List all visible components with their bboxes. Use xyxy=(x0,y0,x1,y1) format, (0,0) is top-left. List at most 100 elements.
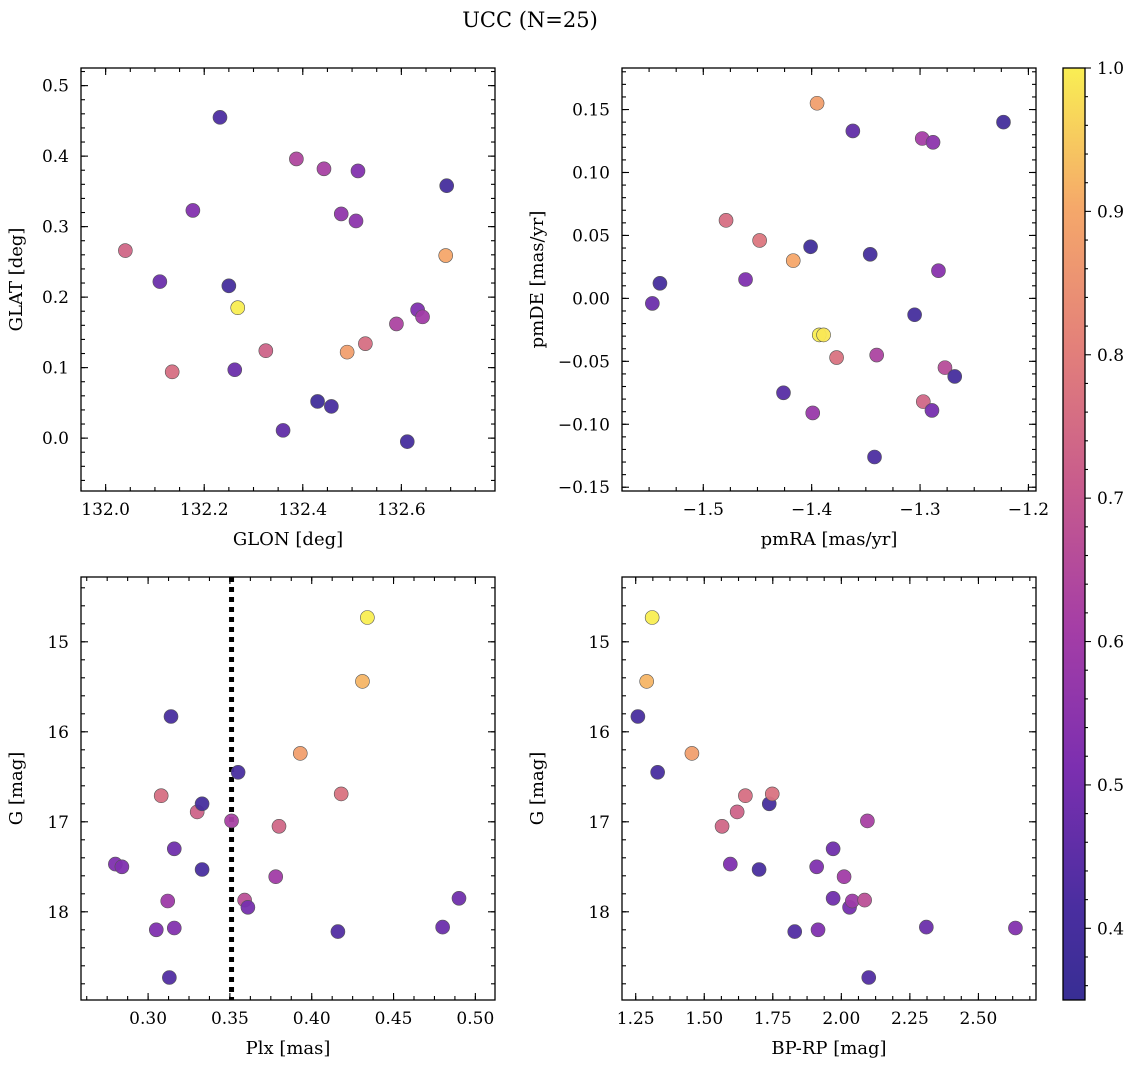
data-point xyxy=(645,296,660,311)
plot-frame xyxy=(621,576,1037,1001)
data-point xyxy=(825,841,841,857)
data-point xyxy=(166,920,182,936)
data-point xyxy=(333,786,349,802)
data-point xyxy=(451,890,467,906)
y-tick-label: 0.15 xyxy=(572,101,610,121)
x-tick-label: 0.35 xyxy=(211,1009,249,1029)
y-axis-label: pmDE [mas/yr] xyxy=(527,211,548,349)
colorbar-tick-label: 1.0 xyxy=(1097,59,1124,79)
points xyxy=(645,95,1011,465)
y-tick-label: 17 xyxy=(47,813,69,833)
data-point xyxy=(163,709,179,724)
colorbar-tick-label: 0.4 xyxy=(1097,919,1124,939)
data-point xyxy=(845,123,861,139)
data-point xyxy=(164,364,180,380)
data-point xyxy=(639,674,654,689)
x-axis-label: GLON [deg] xyxy=(233,529,343,550)
data-point xyxy=(166,841,182,857)
data-point xyxy=(738,272,753,287)
colorbar-tick-label: 0.9 xyxy=(1097,202,1124,222)
data-point xyxy=(684,746,700,761)
data-point xyxy=(438,248,454,263)
data-point xyxy=(360,610,375,625)
data-point xyxy=(809,859,824,875)
colorbar-tick-label: 0.8 xyxy=(1097,346,1124,366)
data-point xyxy=(630,709,646,724)
y-tick-label: 18 xyxy=(588,903,610,923)
data-point xyxy=(924,403,940,418)
data-point xyxy=(805,405,821,421)
data-point xyxy=(194,796,210,812)
data-point xyxy=(221,278,237,294)
subplot-3: 0.30 0.35 0.40 0.45 0.50 15 16 17 18 Plx [mas] G [… xyxy=(6,576,496,1059)
x-axis-label: Plx [mas] xyxy=(246,1038,331,1059)
x-tick-label: −1.2 xyxy=(1008,500,1049,520)
y-tick-label: 18 xyxy=(47,903,69,923)
y-tick-label: 0.10 xyxy=(572,163,610,183)
x-tick-label: 0.50 xyxy=(456,1009,494,1029)
data-point xyxy=(776,385,791,401)
data-point xyxy=(268,869,284,885)
subplot-1: 132.0 132.2 132.4 132.6 0.0 0.1 0.2 0.3 0.4 0.5 GL… xyxy=(6,67,496,550)
y-axis-label: G [mag] xyxy=(527,752,548,825)
data-point xyxy=(644,610,660,625)
x-tick-label: −1.3 xyxy=(899,500,940,520)
data-point xyxy=(861,970,877,985)
data-point xyxy=(931,263,946,278)
x-tick-label: 132.2 xyxy=(180,500,229,520)
x-tick-label: 1.75 xyxy=(754,1009,792,1029)
ticks: 1.25 1.50 1.75 2.00 2.25 2.50 15 16 17 18 xyxy=(588,577,1036,1029)
data-point xyxy=(389,316,404,332)
y-tick-label: 17 xyxy=(588,813,610,833)
data-point xyxy=(738,788,753,804)
data-point xyxy=(399,434,415,449)
data-point xyxy=(810,922,826,938)
data-point xyxy=(292,746,308,761)
colorbar-tick-label: 0.7 xyxy=(1097,489,1124,509)
y-tick-label: 0.0 xyxy=(42,429,69,449)
x-tick-label: 132.0 xyxy=(81,500,130,520)
x-tick-label: −1.5 xyxy=(683,500,724,520)
data-point xyxy=(785,253,801,268)
data-point xyxy=(258,343,274,359)
data-point xyxy=(348,213,364,229)
data-point xyxy=(937,360,953,375)
y-tick-label: 16 xyxy=(588,723,610,743)
data-point xyxy=(435,919,450,935)
data-point xyxy=(160,893,176,909)
x-tick-label: 2.00 xyxy=(822,1009,860,1029)
plot-frame xyxy=(80,67,496,492)
x-tick-label: 2.25 xyxy=(891,1009,929,1029)
data-point xyxy=(355,674,370,689)
data-point xyxy=(925,134,941,150)
plot-frame xyxy=(621,67,1037,492)
data-point xyxy=(289,151,304,167)
y-axis-label: G [mag] xyxy=(6,752,27,825)
data-point xyxy=(350,163,366,179)
data-point xyxy=(230,764,246,780)
data-point xyxy=(330,924,346,939)
data-point xyxy=(1008,920,1023,936)
data-point xyxy=(310,394,325,409)
data-point xyxy=(764,786,780,802)
data-point xyxy=(148,922,164,938)
ticks: −1.5 −1.4 −1.3 −1.2 −0.15 −0.10 −0.05 0.00 0.05 0… xyxy=(558,68,1049,520)
data-point xyxy=(867,449,882,465)
data-point xyxy=(316,161,332,177)
data-point xyxy=(729,804,745,820)
data-point xyxy=(271,818,287,834)
figure-title: UCC (N=25) xyxy=(462,8,598,32)
subplot-4: 1.25 1.50 1.75 2.00 2.25 2.50 15 16 17 18 BP-RP [m… xyxy=(527,576,1037,1059)
data-point xyxy=(333,206,349,222)
colorbar-gradient xyxy=(1063,68,1085,1000)
data-point xyxy=(816,327,831,343)
y-tick-label: 16 xyxy=(47,723,69,743)
data-point xyxy=(860,813,875,829)
x-tick-label: 132.4 xyxy=(278,500,327,520)
data-point xyxy=(415,309,430,325)
data-point xyxy=(224,813,239,829)
y-tick-label: 0.5 xyxy=(42,77,69,97)
data-point xyxy=(722,856,738,872)
points xyxy=(118,110,455,449)
